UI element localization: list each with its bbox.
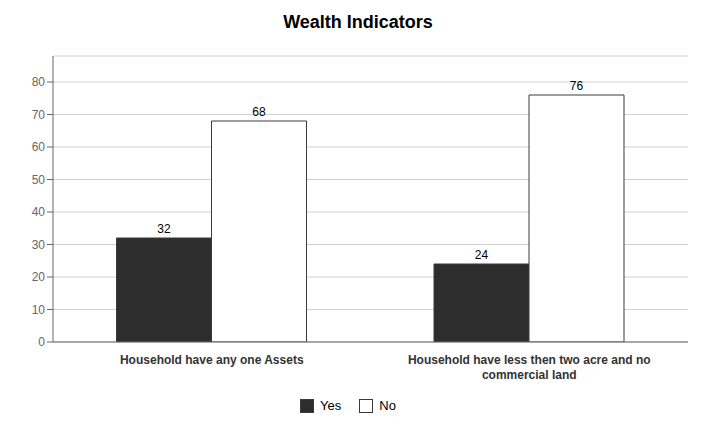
svg-text:68: 68 [252, 105, 266, 119]
svg-text:10: 10 [32, 303, 46, 317]
svg-text:Household have any one Assets: Household have any one Assets [120, 353, 304, 367]
html-text:Yes: Yes [320, 398, 342, 413]
svg-text:40: 40 [32, 205, 46, 219]
html-text:Wealth Indicators: Wealth Indicators [283, 12, 433, 32]
svg-text:76: 76 [570, 79, 584, 93]
svg-text:0: 0 [38, 335, 45, 349]
html-text:No: No [379, 398, 396, 413]
svg-text:30: 30 [32, 238, 46, 252]
svg-text:80: 80 [32, 75, 46, 89]
svg-text:Household have less then two a: Household have less then two acre and no… [408, 353, 651, 382]
svg-text:20: 20 [32, 270, 46, 284]
svg-text:70: 70 [32, 108, 46, 122]
svg-text:24: 24 [475, 248, 489, 262]
svg-text:32: 32 [157, 222, 171, 236]
svg-text:50: 50 [32, 173, 46, 187]
svg-text:60: 60 [32, 140, 46, 154]
